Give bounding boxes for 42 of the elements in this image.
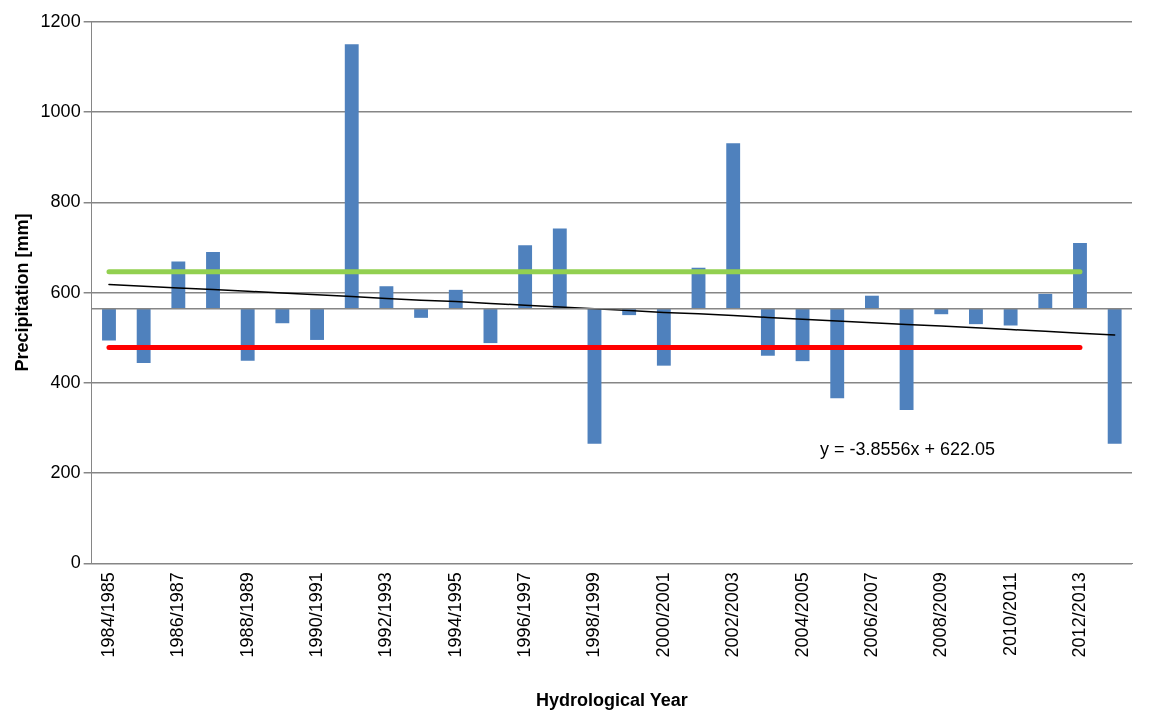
bar xyxy=(1038,293,1053,309)
y-tick-label: 800 xyxy=(50,191,81,212)
x-tick-label: 1992/1993 xyxy=(375,572,396,658)
bar xyxy=(483,308,498,344)
x-tick-label: 1986/1987 xyxy=(167,572,188,658)
x-tick-label: 2000/2001 xyxy=(652,572,673,658)
x-tick-label: 2008/2009 xyxy=(930,572,951,658)
x-tick-label: 1984/1985 xyxy=(97,572,118,658)
x-tick-label: 2010/2011 xyxy=(999,572,1020,657)
bar xyxy=(899,308,914,410)
x-tick-label: 1990/1991 xyxy=(306,572,327,658)
y-tick-label: 600 xyxy=(50,281,81,302)
x-tick-label: 2006/2007 xyxy=(860,572,881,658)
y-tick-label: 1200 xyxy=(40,10,81,31)
bar xyxy=(587,308,602,444)
bar xyxy=(344,44,359,309)
bar xyxy=(275,308,290,324)
bar xyxy=(1107,308,1122,444)
bar xyxy=(830,308,845,399)
y-tick-label: 1000 xyxy=(40,101,81,122)
x-axis-title: Hydrological Year xyxy=(535,690,688,711)
bar xyxy=(864,295,879,309)
x-tick-label: 2002/2003 xyxy=(722,572,743,658)
x-tick-label: 2004/2005 xyxy=(791,572,812,658)
x-tick-label: 1996/1997 xyxy=(514,572,535,658)
bar xyxy=(552,228,567,309)
bar xyxy=(1073,242,1087,309)
y-tick-label: 0 xyxy=(70,552,81,573)
x-tick-label: 1998/1999 xyxy=(583,572,604,658)
bar xyxy=(726,143,741,309)
x-tick-label: 1994/1995 xyxy=(444,572,465,658)
bar xyxy=(102,308,116,341)
y-axis-title: Precipitation [mm] xyxy=(11,213,32,372)
bar xyxy=(310,308,324,340)
annotation: y = -3.8556x + 622.05 xyxy=(819,439,996,460)
bar xyxy=(1003,308,1018,326)
x-tick-label: 2012/2013 xyxy=(1068,572,1089,658)
x-tick-label: 1988/1989 xyxy=(236,572,257,658)
y-tick-label: 200 xyxy=(50,462,81,483)
bar xyxy=(969,308,983,325)
bar xyxy=(379,286,394,309)
y-tick-label: 400 xyxy=(50,371,81,392)
